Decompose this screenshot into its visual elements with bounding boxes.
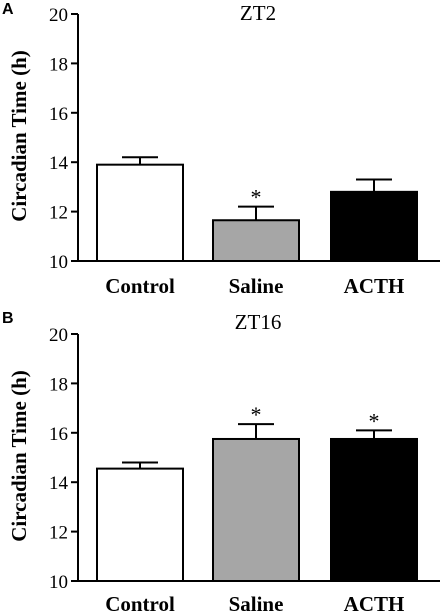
y-tick-label: 12 bbox=[49, 203, 68, 224]
bar-acth bbox=[330, 437, 418, 582]
bar-control bbox=[96, 467, 184, 582]
bar-saline bbox=[212, 437, 300, 582]
y-tick-label: 12 bbox=[49, 523, 68, 544]
x-tick-label: Saline bbox=[229, 274, 284, 298]
significance-marker: * bbox=[251, 185, 262, 210]
y-tick-label: 16 bbox=[49, 104, 68, 125]
x-tick-label: Control bbox=[105, 592, 175, 615]
y-tick-label: 10 bbox=[49, 252, 68, 273]
bar-acth bbox=[330, 190, 418, 262]
y-tick-label: 18 bbox=[49, 374, 68, 395]
chart-title: ZT2 bbox=[240, 1, 276, 25]
significance-marker: * bbox=[369, 408, 380, 433]
y-tick-label: 14 bbox=[49, 153, 69, 174]
significance-marker: * bbox=[251, 402, 262, 427]
y-tick-label: 20 bbox=[49, 325, 68, 346]
y-tick-label: 14 bbox=[49, 473, 69, 494]
x-tick-label: ACTH bbox=[344, 274, 405, 298]
y-tick-label: 20 bbox=[49, 5, 68, 26]
y-tick-label: 18 bbox=[49, 54, 68, 75]
x-tick-label: ACTH bbox=[344, 592, 405, 615]
y-axis-label: Circadian Time (h) bbox=[7, 50, 31, 222]
x-tick-label: Control bbox=[105, 274, 175, 298]
chart-title: ZT16 bbox=[235, 310, 282, 334]
y-tick-label: 16 bbox=[49, 424, 68, 445]
panel-letter: A bbox=[2, 1, 14, 18]
y-tick-label: 10 bbox=[49, 572, 68, 593]
y-axis-label: Circadian Time (h) bbox=[7, 370, 31, 542]
x-tick-label: Saline bbox=[229, 592, 284, 615]
panel-letter: B bbox=[2, 310, 14, 327]
bar-saline bbox=[212, 219, 300, 262]
bar-control bbox=[96, 163, 184, 262]
